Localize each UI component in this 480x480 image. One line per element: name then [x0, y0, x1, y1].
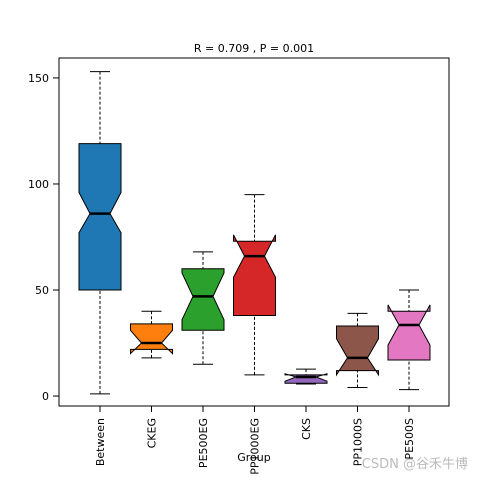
box — [387, 304, 431, 361]
box — [233, 234, 276, 316]
box — [181, 268, 225, 331]
y-tick-label: 0 — [42, 390, 49, 403]
x-tick-label: PE500S — [403, 418, 416, 460]
box — [284, 373, 328, 384]
x-tick-label: CKEG — [146, 418, 159, 448]
y-tick-label: 150 — [28, 72, 49, 85]
y-tick-label: 100 — [28, 178, 49, 191]
x-tick-label: PP1000EG — [249, 418, 262, 475]
box — [336, 325, 379, 377]
x-tick-label: PP1000S — [352, 418, 365, 466]
x-tick-label: PE500EG — [197, 418, 210, 468]
x-axis-label: Group — [237, 451, 271, 464]
y-tick-label: 50 — [35, 284, 49, 297]
box — [130, 323, 173, 355]
x-tick-label: Between — [94, 418, 107, 466]
x-tick-label: CKS — [300, 418, 313, 440]
chart-title: R = 0.709 , P = 0.001 — [194, 42, 314, 55]
watermark: CSDN @谷禾牛博 — [362, 457, 468, 472]
box — [78, 143, 122, 291]
